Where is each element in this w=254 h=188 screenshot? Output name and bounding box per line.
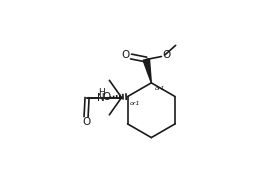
Text: O: O <box>122 51 130 61</box>
Text: H: H <box>98 88 105 97</box>
Text: O: O <box>103 92 111 102</box>
Text: or1: or1 <box>129 101 140 106</box>
Text: O: O <box>82 118 90 127</box>
Polygon shape <box>143 59 151 83</box>
Text: or1: or1 <box>154 86 165 92</box>
Text: O: O <box>162 51 171 61</box>
Text: N: N <box>97 92 105 102</box>
